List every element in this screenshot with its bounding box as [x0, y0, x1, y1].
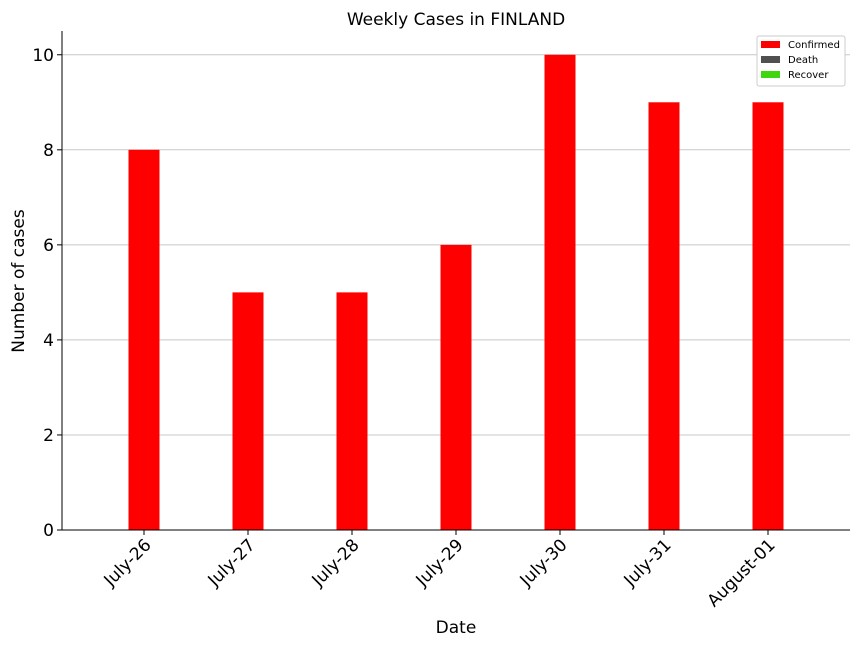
y-axis-ticks: 0 2 4 6 8 10 [32, 46, 62, 541]
legend-swatch-confirmed [761, 41, 780, 48]
legend-swatch-recover [761, 71, 780, 78]
bar-confirmed-july-29 [440, 244, 472, 530]
legend-label-recover: Recover [788, 70, 829, 81]
x-tick-label: July-30 [516, 535, 572, 591]
bar-confirmed-july-27 [232, 292, 264, 530]
bar-confirmed-july-31 [648, 102, 680, 531]
x-tick-label: July-27 [204, 535, 260, 591]
legend-label-death: Death [788, 55, 818, 66]
bar-confirmed-july-26 [128, 149, 160, 531]
bar-confirmed-august-01 [752, 102, 784, 531]
legend-label-confirmed: Confirmed [788, 40, 840, 51]
y-tick-label: 2 [43, 426, 54, 446]
y-tick-label: 6 [43, 236, 54, 256]
y-tick-label: 0 [43, 521, 54, 541]
x-tick-label: July-26 [100, 535, 156, 591]
chart-title: Weekly Cases in FINLAND [347, 10, 565, 30]
x-tick-label: July-28 [308, 535, 364, 591]
bar-confirmed-july-30 [544, 54, 576, 531]
bars [128, 54, 784, 531]
x-tick-label: August-01 [704, 535, 780, 611]
legend-swatch-death [761, 56, 780, 63]
y-tick-label: 4 [43, 331, 54, 351]
y-axis-label: Number of cases [9, 209, 29, 353]
x-axis-label: Date [436, 618, 477, 638]
y-tick-label: 10 [32, 46, 54, 66]
x-tick-label: July-29 [412, 535, 468, 591]
x-axis-ticks: July-26 July-27 July-28 July-29 July-30 July-… [100, 530, 780, 611]
bar-confirmed-july-28 [336, 292, 368, 530]
x-tick-label: July-31 [620, 535, 676, 591]
legend: Confirmed Death Recover [756, 35, 846, 87]
y-tick-label: 8 [43, 141, 54, 161]
